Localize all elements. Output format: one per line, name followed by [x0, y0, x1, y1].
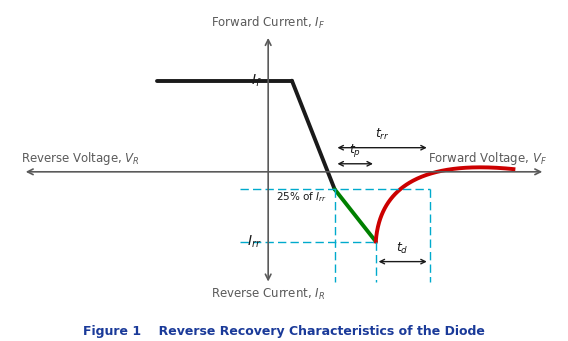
Text: $t_d$: $t_d$: [396, 241, 409, 256]
Text: Reverse Current, $\it{I_R}$: Reverse Current, $\it{I_R}$: [211, 287, 325, 302]
Text: $t_p$: $t_p$: [349, 142, 361, 159]
Text: Reverse Voltage, $\it{V_R}$: Reverse Voltage, $\it{V_R}$: [22, 150, 140, 167]
Text: Figure 1    Reverse Recovery Characteristics of the Diode: Figure 1 Reverse Recovery Characteristic…: [83, 325, 485, 338]
Text: Forward Current, $\it{I_F}$: Forward Current, $\it{I_F}$: [211, 15, 325, 31]
Text: $\it{I_{rr}}$: $\it{I_{rr}}$: [247, 233, 262, 250]
Text: $\it{I_f}$: $\it{I_f}$: [251, 73, 262, 89]
Text: Forward Voltage, $\it{V_F}$: Forward Voltage, $\it{V_F}$: [428, 150, 546, 167]
Text: 25% of $\it{I_{rr}}$: 25% of $\it{I_{rr}}$: [276, 191, 327, 204]
Text: $t_{rr}$: $t_{rr}$: [375, 127, 390, 142]
